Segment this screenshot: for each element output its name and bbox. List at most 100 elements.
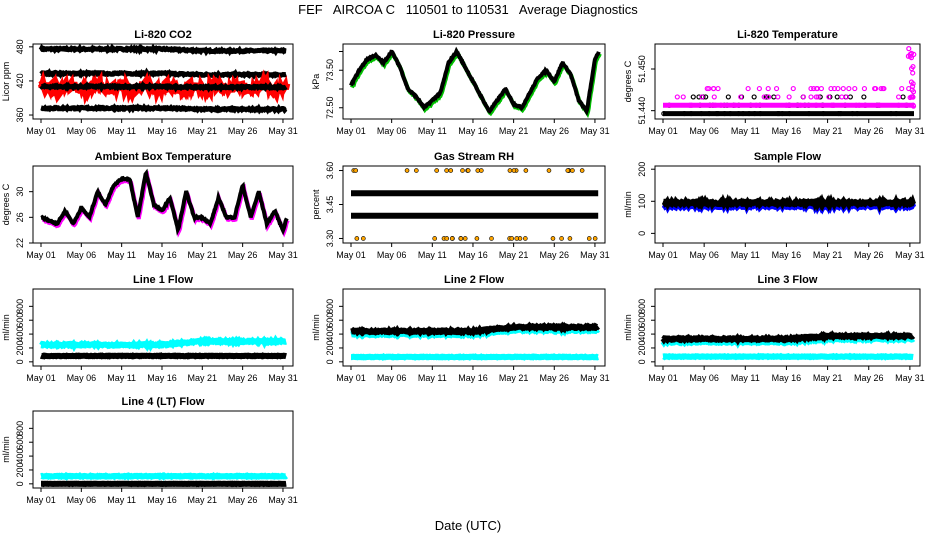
data-point [840,85,846,92]
data-point [843,94,850,100]
data-point [808,94,814,100]
data-point [908,65,915,72]
data-point [696,94,702,100]
data-point [813,94,819,100]
data-point [687,102,693,108]
panel-title: Line 3 Flow [758,274,818,286]
y-tick-label: 200 [325,340,335,355]
y-tick-label: 51.450 [637,55,647,83]
data-point [746,110,752,117]
data-point [813,102,819,108]
panel-1 [29,43,294,123]
x-tick-label: May 01 [26,126,56,136]
panel-9 [651,288,921,370]
x-tick-label: May 01 [648,250,678,260]
data-point [829,102,835,108]
data-point [765,85,771,92]
series-line [661,193,917,213]
data-point [761,94,767,100]
data-point [852,85,858,92]
data-point [786,102,792,108]
x-tick-label: May 06 [67,495,97,505]
data-point [550,236,556,241]
y-tick-label: 200 [637,162,647,177]
data-point [718,102,724,108]
x-tick-label: May 21 [188,126,218,136]
data-point [910,89,917,95]
x-tick-label: May 26 [228,373,258,383]
y-tick-label: 51.440 [637,97,647,125]
data-point [475,168,481,173]
series-low-reference [40,103,288,115]
series-line [38,43,287,57]
data-point [751,94,757,100]
data-point [704,85,710,92]
series-line [40,103,288,115]
data-point [546,168,552,173]
data-point [764,94,770,100]
x-tick-label: May 16 [772,126,802,136]
data-point [876,102,882,108]
data-point [361,236,366,241]
x-tick-label: May 26 [854,373,884,383]
x-tick-label: May 16 [458,373,488,383]
data-point [910,103,917,109]
data-point [800,94,807,100]
data-point [460,168,465,173]
x-tick-label: May 01 [336,373,366,383]
data-point [715,85,721,92]
x-tick-label: May 11 [731,373,760,383]
x-tick-label: May 06 [67,250,97,260]
x-tick-label: May 11 [107,495,136,505]
x-tick-label: May 06 [67,373,97,383]
plot-frame [654,288,921,367]
x-tick-label: May 06 [377,250,407,260]
data-point [432,236,437,241]
x-tick-label: May 26 [540,250,570,260]
series-pressure [349,46,602,119]
x-tick-label: May 26 [854,126,884,136]
y-tick-label: 600 [325,313,335,328]
plot-frame [32,410,294,489]
panel-title: Li-820 Temperature [737,29,838,41]
y-tick-label: 0 [637,359,647,364]
plot-frame [654,165,921,244]
panel-title: Ambient Box Temperature [95,151,232,163]
data-point [715,110,721,117]
data-point [579,168,585,173]
series-line-1-sample [39,352,287,360]
series-line-2-sample [351,352,599,361]
data-point [681,110,687,117]
series-line-2-average [350,321,600,341]
data-point [775,110,781,117]
data-point [797,102,804,108]
series-line-1-average [39,334,287,353]
y-tick-label: 3.60 [325,162,335,180]
x-tick-label: May 21 [499,126,529,136]
panel-10 [29,410,294,492]
data-point [735,110,742,117]
x-tick-label: May 21 [813,126,843,136]
x-tick-label: May 11 [107,126,136,136]
data-point [861,85,868,92]
plot-frame [654,43,921,120]
y-tick-label: 0 [325,359,335,364]
data-point [909,83,916,89]
data-point [888,110,894,117]
panel-title: Li-820 Pressure [433,29,515,41]
data-point [861,94,867,100]
data-point [846,85,852,92]
x-tick-label: May 01 [26,495,56,505]
data-point [820,110,826,117]
x-tick-label: May 16 [147,250,177,260]
panel-8 [339,288,606,370]
data-point [434,168,439,173]
data-point [752,110,758,117]
x-tick-label: May 26 [540,373,570,383]
data-point [725,94,731,100]
y-axis-label: ml/min [623,314,633,341]
panel-title: Sample Flow [754,151,822,163]
data-point [738,94,744,100]
data-point [514,236,520,241]
panel-5 [339,165,606,247]
